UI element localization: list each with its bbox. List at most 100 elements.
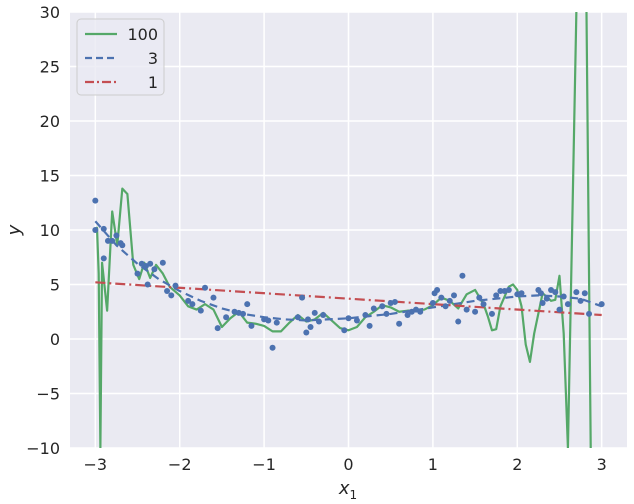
data-point [586,310,593,317]
data-point [543,295,550,302]
y-tick-label: 15 [40,167,60,186]
data-point [476,294,483,301]
x-tick-labels: −3 −2 −1 0 1 2 3 [84,455,607,474]
data-point [265,317,272,324]
y-tick-label: 30 [40,3,60,22]
legend-label-3: 3 [148,49,158,68]
data-point [113,232,120,239]
data-point [362,312,369,319]
data-point [556,306,563,313]
data-point [214,325,221,332]
data-point [366,322,373,329]
data-point [560,293,567,300]
data-point [455,318,462,325]
data-point [311,309,318,316]
data-point [269,344,276,351]
data-point [459,272,466,279]
series-line-1 [95,281,602,317]
data-point [391,298,398,305]
data-point [396,320,403,327]
y-tick-labels: −10 −5 0 5 10 15 20 25 30 [26,3,60,458]
x-axis-label-main: x [338,478,350,499]
y-tick-label: −5 [36,385,60,404]
series-line-3 [94,220,603,322]
data-point [598,301,605,308]
data-point [370,305,377,312]
data-point [240,310,247,317]
y-axis-label: y [4,224,25,236]
x-tick-label: 0 [343,455,353,474]
data-point [159,259,166,266]
x-axis-label: x1 [338,478,357,502]
data-point [573,289,580,296]
legend: 100 3 1 [76,18,165,96]
data-point [189,301,196,308]
data-point [417,308,424,315]
y-tick-label: 25 [40,58,60,77]
x-tick-label: −3 [84,455,108,474]
y-tick-label: 10 [40,221,60,240]
data-point [202,284,209,291]
data-point [345,315,352,322]
data-point [315,318,322,325]
y-tick-label: 5 [50,276,60,295]
data-point [100,255,107,262]
data-point [273,319,280,326]
data-point [505,286,512,293]
data-point [434,286,441,293]
legend-box [76,18,165,96]
data-point [185,297,192,304]
data-point [210,294,217,301]
data-point [104,237,111,244]
series-layer [94,12,603,448]
x-tick-label: −1 [252,455,276,474]
data-point [518,290,525,297]
x-tick-label: 2 [512,455,522,474]
data-point [493,292,500,299]
data-point [320,312,327,319]
data-point [488,310,495,317]
data-point [100,225,107,232]
data-point [92,197,99,204]
data-point [429,300,436,307]
x-tick-label: 1 [428,455,438,474]
data-point [537,290,544,297]
data-point [404,312,411,319]
data-point [450,292,457,299]
data-point [294,314,301,321]
points-layer [92,197,605,351]
x-tick-label: −2 [168,455,192,474]
data-point [248,322,255,329]
data-point [299,294,306,301]
data-point [383,310,390,317]
data-point [577,297,584,304]
data-point [552,289,559,296]
y-tick-label: −10 [26,439,60,458]
data-point [438,294,445,301]
data-point [168,292,175,299]
data-point [442,303,449,310]
y-tick-label: 0 [50,330,60,349]
data-point [197,307,204,314]
data-point [223,314,230,321]
data-point [164,288,171,295]
data-point [472,308,479,315]
legend-label-100: 100 [127,25,158,44]
data-point [303,329,310,336]
data-point [304,316,311,323]
data-point [539,300,546,307]
data-point [172,282,179,289]
data-point [244,301,251,308]
legend-label-1: 1 [148,73,158,92]
data-point [353,317,360,324]
x-axis-label-subscript: 1 [350,488,358,502]
y-tick-label: 20 [40,112,60,131]
data-point [446,297,453,304]
data-point [341,327,348,334]
data-point [564,301,571,308]
data-point [151,266,158,273]
data-point [119,242,126,249]
data-point [497,288,504,295]
data-point [307,324,314,331]
